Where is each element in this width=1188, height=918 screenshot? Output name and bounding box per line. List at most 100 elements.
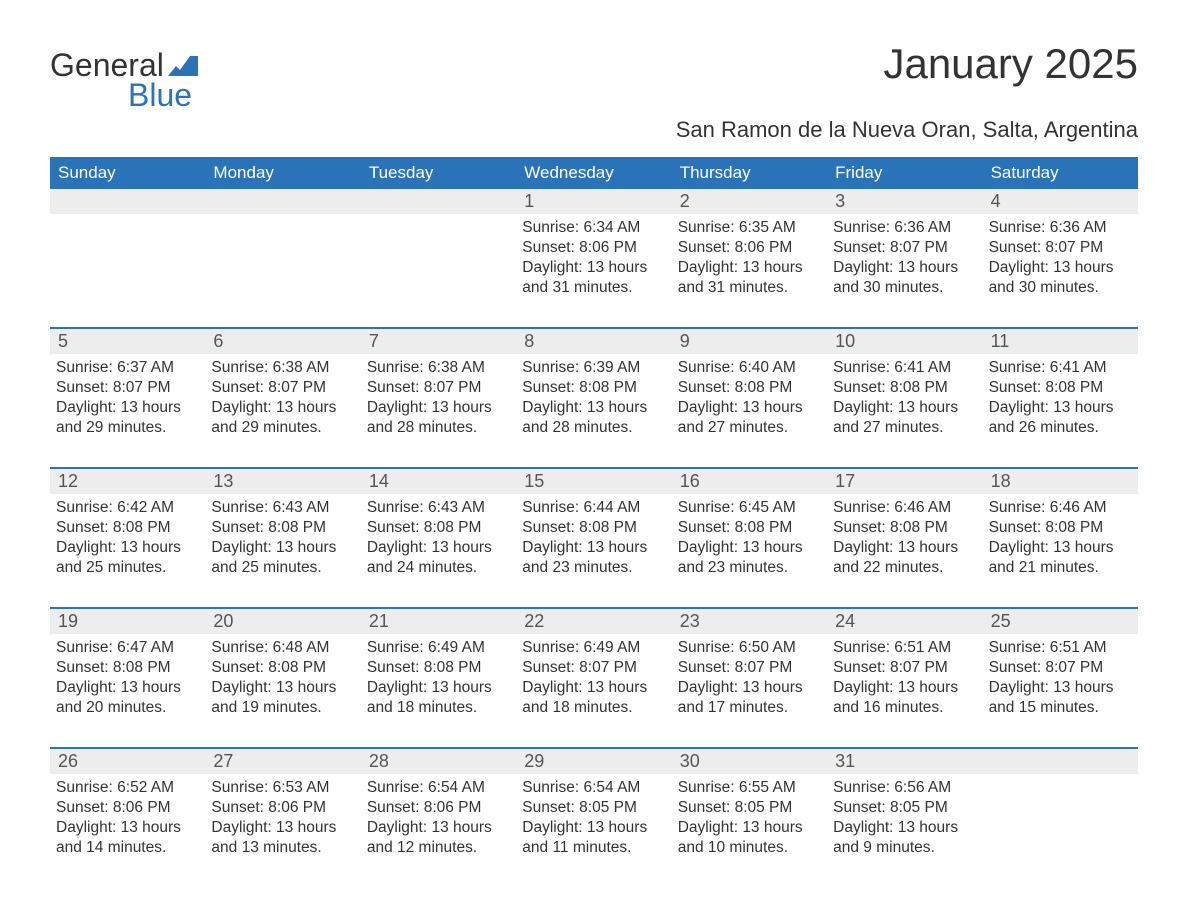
calendar-day: 11Sunrise: 6:41 AMSunset: 8:08 PMDayligh…	[983, 329, 1138, 449]
day-number: 18	[991, 471, 1011, 491]
calendar-day: 15Sunrise: 6:44 AMSunset: 8:08 PMDayligh…	[516, 469, 671, 589]
daylight-value: Daylight: 13 hours and 30 minutes.	[989, 258, 1132, 298]
calendar-day: 31Sunrise: 6:56 AMSunset: 8:05 PMDayligh…	[827, 749, 982, 869]
sunrise-value: Sunrise: 6:52 AM	[56, 778, 199, 798]
sunrise-value: Sunrise: 6:38 AM	[367, 358, 510, 378]
day-number-bar: 10	[827, 329, 982, 354]
day-number-bar: 4	[983, 189, 1138, 214]
calendar-day-empty	[983, 749, 1138, 869]
day-number-bar: 5	[50, 329, 205, 354]
sunrise-value: Sunrise: 6:35 AM	[678, 218, 821, 238]
sunrise-value: Sunrise: 6:53 AM	[211, 778, 354, 798]
calendar-day: 30Sunrise: 6:55 AMSunset: 8:05 PMDayligh…	[672, 749, 827, 869]
calendar-day: 21Sunrise: 6:49 AMSunset: 8:08 PMDayligh…	[361, 609, 516, 729]
calendar-day-empty	[361, 189, 516, 309]
brand-logo: General Blue	[50, 40, 198, 111]
sunset-value: Sunset: 8:07 PM	[989, 658, 1132, 678]
sunset-value: Sunset: 8:08 PM	[56, 518, 199, 538]
day-number: 31	[835, 751, 855, 771]
daylight-value: Daylight: 13 hours and 23 minutes.	[522, 538, 665, 578]
day-number: 13	[213, 471, 233, 491]
daylight-value: Daylight: 13 hours and 15 minutes.	[989, 678, 1132, 718]
weekday-header: Tuesday	[361, 157, 516, 189]
calendar-day: 20Sunrise: 6:48 AMSunset: 8:08 PMDayligh…	[205, 609, 360, 729]
sunrise-value: Sunrise: 6:41 AM	[833, 358, 976, 378]
calendar-week: 26 Sunrise: 6:52 AMSunset: 8:06 PM Dayligh…	[50, 747, 1138, 869]
daylight-value: Daylight: 13 hours and 24 minutes.	[367, 538, 510, 578]
day-number-bar: 7	[361, 329, 516, 354]
day-number-bar: 19	[50, 609, 205, 634]
sunset-value: Sunset: 8:08 PM	[833, 378, 976, 398]
day-number-bar	[361, 189, 516, 214]
day-number-bar	[205, 189, 360, 214]
sunrise-value: Sunrise: 6:42 AM	[56, 498, 199, 518]
calendar-week: 12Sunrise: 6:42 AMSunset: 8:08 PMDayligh…	[50, 467, 1138, 589]
weekday-header: Wednesday	[516, 157, 671, 189]
day-number	[213, 191, 218, 211]
daylight-value: Daylight: 13 hours and 25 minutes.	[211, 538, 354, 578]
daylight-value: Daylight: 13 hours and 22 minutes.	[833, 538, 976, 578]
day-number-bar: 30	[672, 749, 827, 774]
sunset-value: Sunset: 8:07 PM	[56, 378, 199, 398]
weekday-header: Friday	[827, 157, 982, 189]
daylight-value: Daylight: 13 hours and 23 minutes.	[678, 538, 821, 578]
day-number-bar: 28	[361, 749, 516, 774]
day-number: 2	[680, 191, 690, 211]
daylight-value: Daylight: 13 hours and 26 minutes.	[989, 398, 1132, 438]
daylight-value: Daylight: 13 hours and 27 minutes.	[678, 398, 821, 438]
day-number: 10	[835, 331, 855, 351]
daylight-value: Daylight: 13 hours and 27 minutes.	[833, 398, 976, 438]
day-number-bar: 31	[827, 749, 982, 774]
location-subtitle: San Ramon de la Nueva Oran, Salta, Argen…	[50, 117, 1138, 143]
day-number-bar: 3	[827, 189, 982, 214]
daylight-value: Daylight: 13 hours and 29 minutes.	[211, 398, 354, 438]
sunset-value: Sunset: 8:07 PM	[367, 378, 510, 398]
day-number-bar: 14	[361, 469, 516, 494]
daylight-value: Daylight: 13 hours and 17 minutes.	[678, 678, 821, 718]
calendar-day: 2Sunrise: 6:35 AMSunset: 8:06 PMDaylight…	[672, 189, 827, 309]
sunset-value: Sunset: 8:08 PM	[678, 518, 821, 538]
daylight-value: Daylight: 13 hours and 13 minutes.	[211, 818, 354, 858]
day-number	[369, 191, 374, 211]
sunrise-value: Sunrise: 6:34 AM	[522, 218, 665, 238]
calendar-day: 17Sunrise: 6:46 AMSunset: 8:08 PMDayligh…	[827, 469, 982, 589]
day-number-bar: 26	[50, 749, 205, 774]
day-number-bar: 27	[205, 749, 360, 774]
daylight-value: Daylight: 13 hours and 9 minutes.	[833, 818, 976, 858]
day-number: 20	[213, 611, 233, 631]
calendar-day: 10 Sunrise: 6:41 AMSunset: 8:08 PMDayligh…	[827, 329, 982, 449]
day-number-bar: 21	[361, 609, 516, 634]
day-number: 14	[369, 471, 389, 491]
day-number	[58, 191, 63, 211]
day-number-bar	[50, 189, 205, 214]
sunrise-value: Sunrise: 6:43 AM	[367, 498, 510, 518]
daylight-value: Daylight: 13 hours and 21 minutes.	[989, 538, 1132, 578]
calendar-day: 23Sunrise: 6:50 AMSunset: 8:07 PMDayligh…	[672, 609, 827, 729]
day-number: 3	[835, 191, 845, 211]
daylight-value: Daylight: 13 hours and 12 minutes.	[367, 818, 510, 858]
sunset-value: Sunset: 8:08 PM	[989, 518, 1132, 538]
sunrise-value: Sunrise: 6:49 AM	[522, 638, 665, 658]
day-number: 1	[524, 191, 534, 211]
sunrise-value: Sunrise: 6:43 AM	[211, 498, 354, 518]
sunset-value: Sunset: 8:05 PM	[678, 798, 821, 818]
day-number	[991, 751, 996, 771]
day-number-bar: 17	[827, 469, 982, 494]
sunrise-value: Sunrise: 6:48 AM	[211, 638, 354, 658]
sunset-value: Sunset: 8:07 PM	[211, 378, 354, 398]
daylight-value: Daylight: 13 hours and 31 minutes.	[522, 258, 665, 298]
sunrise-value: Sunrise: 6:39 AM	[522, 358, 665, 378]
day-number: 25	[991, 611, 1011, 631]
sunset-value: Sunset: 8:06 PM	[56, 798, 199, 818]
day-number-bar: 18	[983, 469, 1138, 494]
calendar-day: 4Sunrise: 6:36 AMSunset: 8:07 PMDaylight…	[983, 189, 1138, 309]
sunrise-value: Sunrise: 6:36 AM	[833, 218, 976, 238]
day-number: 19	[58, 611, 78, 631]
sunrise-value: Sunrise: 6:40 AM	[678, 358, 821, 378]
sunrise-value: Sunrise: 6:46 AM	[833, 498, 976, 518]
weekday-header: Sunday	[50, 157, 205, 189]
sunset-value: Sunset: 8:08 PM	[367, 658, 510, 678]
weekday-header: Thursday	[672, 157, 827, 189]
daylight-value: Daylight: 13 hours and 11 minutes.	[522, 818, 665, 858]
calendar-week: 19Sunrise: 6:47 AMSunset: 8:08 PMDayligh…	[50, 607, 1138, 729]
